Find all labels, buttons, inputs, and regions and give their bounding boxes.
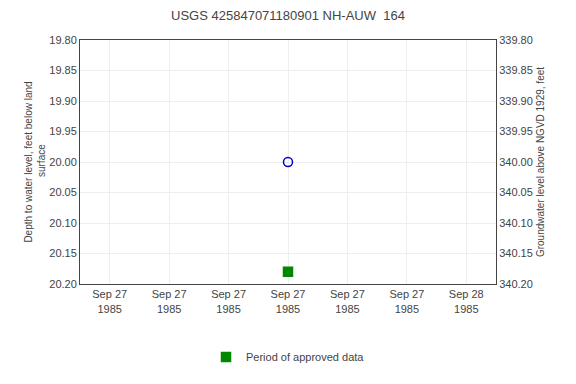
svg-text:340.20: 340.20 [499, 278, 533, 290]
svg-text:20.00: 20.00 [49, 156, 77, 168]
svg-text:339.85: 339.85 [499, 64, 533, 76]
svg-text:Sep 271985: Sep 271985 [92, 288, 127, 314]
svg-text:340.05: 340.05 [499, 186, 533, 198]
svg-text:339.80: 339.80 [499, 34, 533, 46]
svg-text:Period of approved data: Period of approved data [246, 351, 364, 363]
svg-text:340.10: 340.10 [499, 217, 533, 229]
svg-text:Sep 271985: Sep 271985 [389, 288, 424, 314]
svg-text:19.80: 19.80 [49, 34, 77, 46]
svg-text:Sep 271985: Sep 271985 [330, 288, 365, 314]
svg-text:20.05: 20.05 [49, 186, 77, 198]
svg-text:19.90: 19.90 [49, 95, 77, 107]
svg-text:19.95: 19.95 [49, 125, 77, 137]
svg-text:19.85: 19.85 [49, 64, 77, 76]
svg-text:20.15: 20.15 [49, 247, 77, 259]
svg-text:Groundwater level above NGVD 1: Groundwater level above NGVD 1929, feet [535, 67, 546, 257]
svg-text:339.90: 339.90 [499, 95, 533, 107]
svg-text:Sep 271985: Sep 271985 [271, 288, 306, 314]
svg-text:340.15: 340.15 [499, 247, 533, 259]
svg-text:339.95: 339.95 [499, 125, 533, 137]
svg-text:340.00: 340.00 [499, 156, 533, 168]
svg-text:Sep 281985: Sep 281985 [449, 288, 484, 314]
svg-text:20.10: 20.10 [49, 217, 77, 229]
svg-text:Sep 271985: Sep 271985 [211, 288, 246, 314]
svg-text:20.20: 20.20 [49, 278, 77, 290]
svg-text:USGS 425847071180901 NH-AUW 1: USGS 425847071180901 NH-AUW 164 [171, 8, 405, 23]
svg-text:Sep 271985: Sep 271985 [152, 288, 187, 314]
svg-text:Depth to water level, feet bel: Depth to water level, feet below land su… [23, 81, 47, 242]
